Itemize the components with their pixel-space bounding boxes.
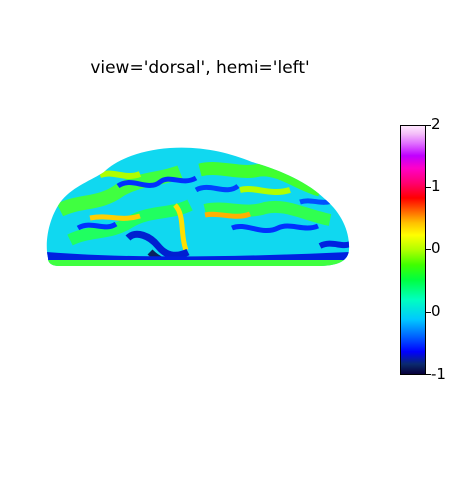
colorbar xyxy=(400,125,426,375)
colorbar-tick xyxy=(426,187,431,188)
colorbar-tick-label: -1 xyxy=(431,365,446,383)
colorbar-tick xyxy=(426,125,431,126)
colorbar-tick xyxy=(426,374,431,375)
colorbar-tick-label: 2 xyxy=(431,115,441,133)
colorbar-tick xyxy=(426,249,431,250)
colorbar-tick-label: 1 xyxy=(431,177,441,195)
colorbar-tick-label: 0 xyxy=(431,239,441,257)
colorbar-tick-label: 0 xyxy=(431,302,441,320)
figure-title: view='dorsal', hemi='left' xyxy=(90,58,310,78)
colorbar-tick xyxy=(426,312,431,313)
